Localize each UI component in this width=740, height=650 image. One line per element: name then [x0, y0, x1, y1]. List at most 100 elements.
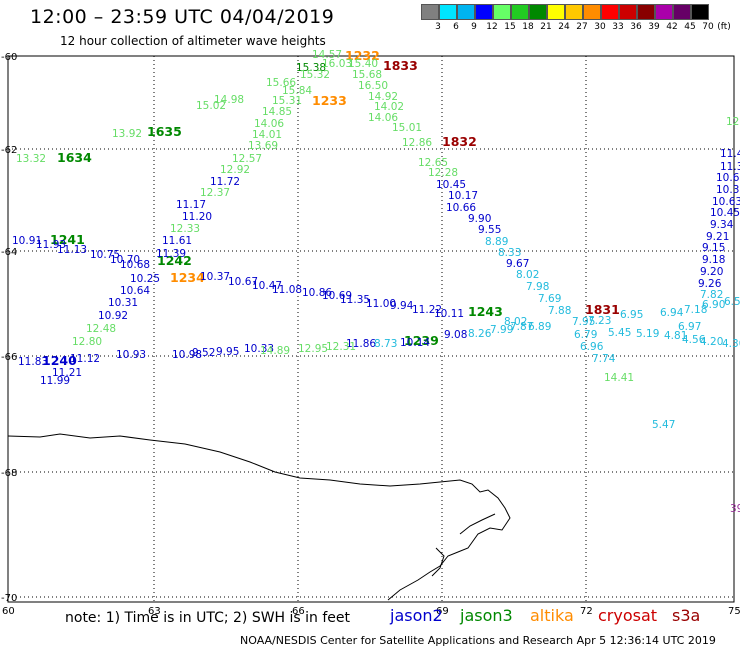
wave-height-value: 10.45: [710, 207, 740, 219]
colorbar-tick: 12: [486, 22, 498, 32]
pass-time-label: 1634: [57, 150, 92, 165]
lat-label: -62: [1, 145, 17, 156]
wave-height-value: 11.21: [52, 367, 82, 379]
antarctic-coastline: [7, 433, 511, 601]
colorbar-unit: (ft): [717, 22, 731, 32]
lon-label: 69: [436, 606, 449, 617]
wave-height-value: 10.91: [12, 235, 42, 247]
wave-height-value: 12.95: [298, 343, 328, 355]
wave-height-value: 9.18: [702, 254, 725, 266]
wave-height-value: 14.01: [252, 129, 282, 141]
wave-height-value: 4.56: [682, 334, 706, 346]
wave-height-value: 13.92: [112, 128, 142, 140]
wave-height-value: 9.34: [710, 219, 734, 231]
wave-height-value: 9.08: [444, 329, 467, 341]
pass-time-label: 1232: [345, 48, 380, 63]
wave-height-value: 8.02: [516, 269, 539, 281]
colorbar-swatch: [619, 4, 637, 20]
wave-height-value: 10.68: [120, 259, 150, 271]
colorbar-tick: 24: [558, 22, 570, 32]
wave-height-value: 11.12: [70, 353, 100, 365]
wave-height-value: 7.88: [548, 305, 571, 317]
wave-height-value: 12.31: [326, 341, 356, 353]
wave-height-value: 8.33: [498, 247, 521, 259]
pass-time-label: 1831: [585, 302, 620, 317]
lat-label: -66: [1, 352, 17, 363]
colorbar-tick: 21: [540, 22, 552, 32]
pass-time-label: 1635: [147, 124, 182, 139]
wave-height-value: 11.00: [366, 298, 396, 310]
wave-height-value: 10.47: [252, 280, 282, 292]
wave-height-value: 7.87: [510, 321, 533, 333]
wave-height-value: 10.92: [98, 310, 128, 322]
colorbar-tick: 33: [612, 22, 624, 32]
colorbar-swatch: [529, 4, 547, 20]
wave-height-value: 12: [726, 116, 739, 128]
lon-label: 66: [292, 606, 305, 617]
wave-height-value: 13.32: [16, 153, 46, 165]
lat-label: -70: [1, 593, 17, 604]
wave-height-value: 10.14: [400, 337, 430, 349]
legend-item-cryosat: cryosat: [598, 606, 658, 625]
wave-height-value: 14.85: [262, 106, 292, 118]
wave-height-value: 10.66: [446, 202, 476, 214]
wave-height-value: 5.45: [608, 327, 631, 339]
note-text: note: 1) Time is in UTC; 2) SWH is in fe…: [65, 610, 351, 626]
colorbar-swatch: [565, 4, 583, 20]
wave-height-value: 9.67: [506, 258, 529, 270]
wave-height-value: 14.41: [604, 372, 634, 384]
colorbar-tick: 36: [630, 22, 642, 32]
wave-height-value: 10.6: [716, 172, 740, 184]
wave-height-value: 15.38: [296, 62, 326, 74]
wave-height-value: 12.28: [428, 167, 458, 179]
wave-height-value: 15.31: [272, 95, 302, 107]
colorbar-tick: 27: [576, 22, 588, 32]
wave-height-value: 14.57: [312, 49, 342, 61]
pass-time-label: 1233: [312, 93, 347, 108]
wave-height-value: 11.08: [272, 284, 302, 296]
footer-credit: NOAA/NESDIS Center for Satellite Applica…: [240, 634, 716, 647]
wave-height-value: 10.45: [436, 179, 466, 191]
legend-item-s3a: s3a: [672, 606, 701, 625]
wave-height-value: 11.72: [210, 176, 240, 188]
colorbar-tick: 15: [504, 22, 516, 32]
wave-height-value: 4.81: [664, 330, 687, 342]
wave-height-value: 4.20: [700, 336, 723, 348]
wave-height-colorbar: [421, 4, 709, 20]
wave-height-value: 6.90: [702, 299, 725, 311]
wave-height-value: 7.98: [526, 281, 549, 293]
lat-label: -60: [1, 52, 17, 63]
map-title: 12:00 – 23:59 UTC 04/04/2019: [30, 6, 335, 28]
wave-height-value: 6.95: [620, 309, 643, 321]
wave-height-value: 10.31: [108, 297, 138, 309]
lon-label: 63: [148, 606, 161, 617]
wave-height-value: 15.40: [348, 58, 378, 70]
colorbar-swatch: [583, 4, 601, 20]
wave-height-value: 10.35: [716, 184, 740, 196]
wave-height-value: 11.99: [40, 375, 70, 387]
colorbar-swatch: [439, 4, 457, 20]
pass-time-label: 1234: [170, 270, 205, 285]
wave-height-value: 12.65: [418, 157, 448, 169]
wave-height-value: 15.32: [300, 69, 330, 81]
wave-height-value: 9.94: [390, 300, 414, 312]
colorbar-tick: 9: [471, 22, 477, 32]
colorbar-swatch: [475, 4, 493, 20]
lon-label: 72: [580, 606, 593, 617]
wave-height-value: 4.30: [722, 338, 740, 350]
wave-height-value: 7.82: [700, 289, 723, 301]
wave-height-value: 10.69: [322, 290, 352, 302]
legend-item-jason3: jason3: [460, 606, 513, 625]
wave-height-value: 6.79: [574, 329, 597, 341]
wave-height-value: 9.95: [216, 346, 239, 358]
wave-height-value: 11.86: [346, 338, 376, 350]
colorbar-swatch: [511, 4, 529, 20]
pass-time-label: 1242: [157, 253, 192, 268]
wave-height-value: 15.84: [282, 85, 312, 97]
colorbar-tick: 39: [648, 22, 660, 32]
wave-height-value: 14.98: [214, 94, 244, 106]
wave-height-value: 7.69: [538, 293, 561, 305]
wave-height-value: 6.94: [660, 307, 684, 319]
lon-label: 60: [2, 606, 15, 617]
